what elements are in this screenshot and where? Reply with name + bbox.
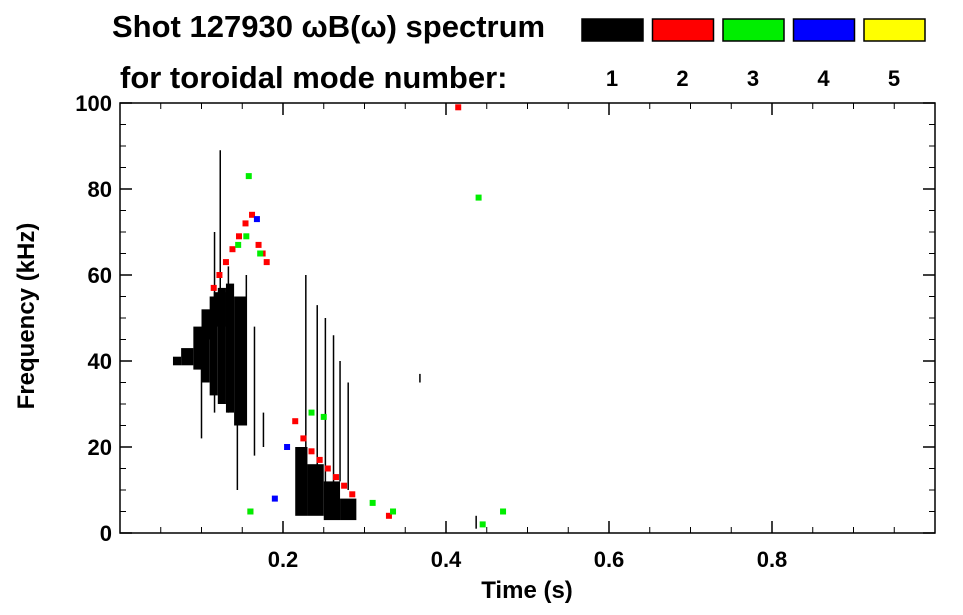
spectrum-point bbox=[308, 448, 315, 455]
spectrum-point bbox=[229, 246, 236, 253]
spectrum-point bbox=[222, 259, 229, 266]
x-axis-label: Time (s) bbox=[481, 577, 573, 604]
spectrum-point bbox=[292, 418, 299, 425]
spectrum-point bbox=[210, 284, 217, 291]
y-axis-label: Frequency (kHz) bbox=[13, 223, 40, 410]
legend-swatch bbox=[581, 18, 644, 42]
spectrum-point bbox=[316, 456, 323, 463]
spectrum-point bbox=[455, 104, 462, 111]
spectrum-point bbox=[271, 495, 278, 502]
spectrum-point bbox=[475, 194, 482, 201]
spectrum-region bbox=[225, 283, 235, 413]
spectrum-point bbox=[245, 173, 252, 180]
series-mode-4 bbox=[253, 216, 291, 502]
spectrum-region bbox=[201, 309, 214, 340]
spectrum-region bbox=[193, 326, 202, 370]
mode-legend: 1 2 3 4 5 bbox=[581, 18, 926, 91]
legend-swatch bbox=[792, 18, 856, 42]
spectrum-point bbox=[263, 259, 270, 266]
spectrum-point bbox=[332, 474, 339, 481]
legend-label: 4 bbox=[817, 66, 830, 91]
legend-swatch bbox=[722, 18, 785, 42]
spectrum-point bbox=[284, 444, 291, 450]
spectrum-region bbox=[172, 356, 182, 366]
legend-swatch bbox=[651, 18, 715, 42]
chart-title: Shot 127930 ωB(ω) spectrum bbox=[112, 9, 545, 44]
legend-swatch bbox=[863, 18, 926, 42]
y-tick-label: 60 bbox=[88, 263, 112, 288]
spectrum-point bbox=[349, 491, 356, 498]
spectrum-region bbox=[181, 348, 194, 366]
y-tick-label: 20 bbox=[88, 435, 112, 460]
series-mode-2 bbox=[210, 104, 462, 519]
x-tick-label: 0.4 bbox=[431, 547, 462, 572]
legend-label: 3 bbox=[747, 66, 759, 91]
spectrum-point bbox=[324, 465, 331, 472]
spectrum-point bbox=[341, 482, 348, 489]
axes: 0 20 40 60 80 100 0.2 0.4 0.6 0.8 bbox=[75, 91, 935, 572]
spectrum-region bbox=[201, 309, 210, 383]
spectrum-point bbox=[369, 499, 376, 506]
y-tick-label: 100 bbox=[75, 91, 112, 116]
legend-label: 1 bbox=[606, 66, 618, 91]
spectrum-point bbox=[257, 250, 264, 257]
spectrum-point bbox=[479, 521, 486, 528]
y-tick-label: 40 bbox=[88, 349, 112, 374]
spectrum-region bbox=[340, 498, 357, 521]
spectrum-region bbox=[209, 296, 218, 396]
spectrum-point bbox=[385, 512, 392, 519]
spectrum-region bbox=[323, 481, 341, 521]
spectrum-point bbox=[253, 216, 260, 223]
spectrum-point bbox=[243, 233, 250, 240]
spectrum-point bbox=[216, 272, 223, 278]
legend-label: 2 bbox=[676, 66, 688, 91]
y-tick-label: 80 bbox=[88, 177, 112, 202]
x-tick-label: 0.6 bbox=[594, 547, 625, 572]
spectrum-region bbox=[295, 447, 308, 516]
chart-subtitle: for toroidal mode number: bbox=[120, 60, 508, 95]
spectrum-point bbox=[300, 435, 307, 442]
y-tick-label: 0 bbox=[100, 521, 112, 546]
spectrum-point bbox=[242, 220, 249, 227]
spectrum-point bbox=[247, 508, 254, 515]
spectrum-point bbox=[500, 508, 507, 515]
spectrum-point bbox=[249, 211, 256, 218]
spectrum-point bbox=[390, 508, 397, 515]
x-tick-label: 0.8 bbox=[757, 547, 788, 572]
spectrum-point bbox=[255, 241, 262, 248]
spectrum-point bbox=[320, 413, 327, 420]
legend-label: 5 bbox=[888, 66, 900, 91]
spectrum-point bbox=[235, 233, 242, 240]
spectrum-point bbox=[235, 241, 242, 248]
spectrum-point bbox=[308, 409, 315, 416]
series-mode-1 bbox=[172, 150, 477, 529]
series-mode-3 bbox=[235, 173, 507, 528]
spectrum-region bbox=[307, 464, 324, 516]
plot-data bbox=[172, 104, 507, 529]
x-tick-label: 0.2 bbox=[268, 547, 299, 572]
spectrum-region bbox=[234, 296, 247, 426]
spectrum-region bbox=[217, 287, 226, 404]
